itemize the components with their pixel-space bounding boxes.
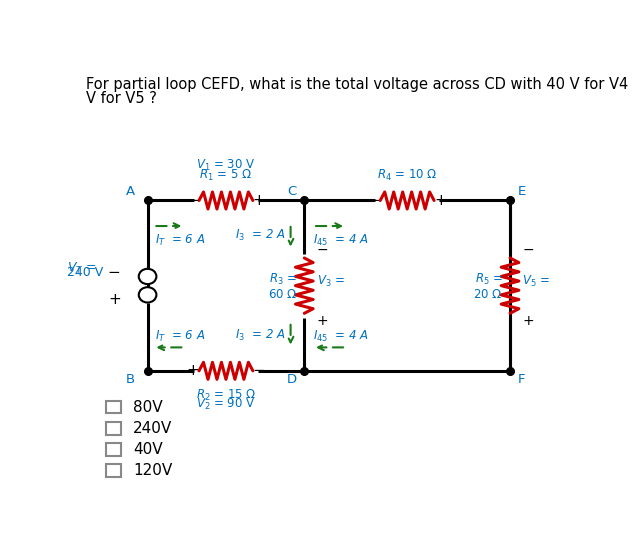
Text: F: F xyxy=(518,373,525,386)
Text: $I_3$  = 2 A: $I_3$ = 2 A xyxy=(235,228,286,243)
Text: $R_1$ = 5 $\Omega$: $R_1$ = 5 $\Omega$ xyxy=(200,168,252,184)
Text: 240 V: 240 V xyxy=(67,267,104,279)
Text: $V_2$ = 90 V: $V_2$ = 90 V xyxy=(196,397,256,413)
Text: −: − xyxy=(186,193,199,208)
Text: +: + xyxy=(317,314,328,328)
Text: $I_T$  = 6 A: $I_T$ = 6 A xyxy=(155,232,205,248)
Text: For partial loop CEFD, what is the total voltage across CD with 40 V for V4 and : For partial loop CEFD, what is the total… xyxy=(87,77,632,92)
Text: 60 $\Omega$: 60 $\Omega$ xyxy=(267,288,297,301)
Text: B: B xyxy=(126,373,135,386)
Text: 40V: 40V xyxy=(133,442,162,457)
Text: $V_T$ =: $V_T$ = xyxy=(66,261,96,276)
Text: $V_1$ = 30 V: $V_1$ = 30 V xyxy=(196,158,256,173)
Text: D: D xyxy=(287,373,297,386)
Text: 80V: 80V xyxy=(133,399,162,415)
Text: −: − xyxy=(108,265,121,280)
Text: $R_4$ = 10 $\Omega$: $R_4$ = 10 $\Omega$ xyxy=(377,168,437,184)
Text: E: E xyxy=(518,185,526,199)
Text: 20 $\Omega$: 20 $\Omega$ xyxy=(473,288,502,301)
Text: $I_{45}$  = 4 A: $I_{45}$ = 4 A xyxy=(313,329,369,344)
Text: C: C xyxy=(288,185,297,199)
Text: −: − xyxy=(522,243,534,257)
Text: $R_3$ =: $R_3$ = xyxy=(269,272,297,287)
FancyBboxPatch shape xyxy=(106,400,121,414)
Text: $I_3$  = 2 A: $I_3$ = 2 A xyxy=(235,328,286,343)
Text: 120V: 120V xyxy=(133,463,172,478)
Text: −: − xyxy=(317,243,328,257)
Text: +: + xyxy=(434,193,447,208)
Text: $I_{45}$  = 4 A: $I_{45}$ = 4 A xyxy=(313,232,369,248)
Text: +: + xyxy=(253,193,265,208)
Text: −: − xyxy=(367,193,380,208)
Text: +: + xyxy=(522,314,534,328)
Text: V for V5 ?: V for V5 ? xyxy=(87,91,157,106)
Text: $V_5$ =: $V_5$ = xyxy=(522,274,550,289)
Text: A: A xyxy=(126,185,135,199)
Text: $I_T$  = 6 A: $I_T$ = 6 A xyxy=(155,329,205,344)
FancyBboxPatch shape xyxy=(106,422,121,435)
FancyBboxPatch shape xyxy=(106,465,121,477)
FancyBboxPatch shape xyxy=(106,443,121,456)
Text: 240V: 240V xyxy=(133,421,172,436)
Text: +: + xyxy=(186,363,199,378)
Text: $R_2$ = 15 $\Omega$: $R_2$ = 15 $\Omega$ xyxy=(196,388,256,403)
Text: +: + xyxy=(108,291,121,306)
Text: −: − xyxy=(253,363,265,378)
Text: $V_3$ =: $V_3$ = xyxy=(317,274,344,289)
Text: $R_5$ =: $R_5$ = xyxy=(475,272,502,287)
